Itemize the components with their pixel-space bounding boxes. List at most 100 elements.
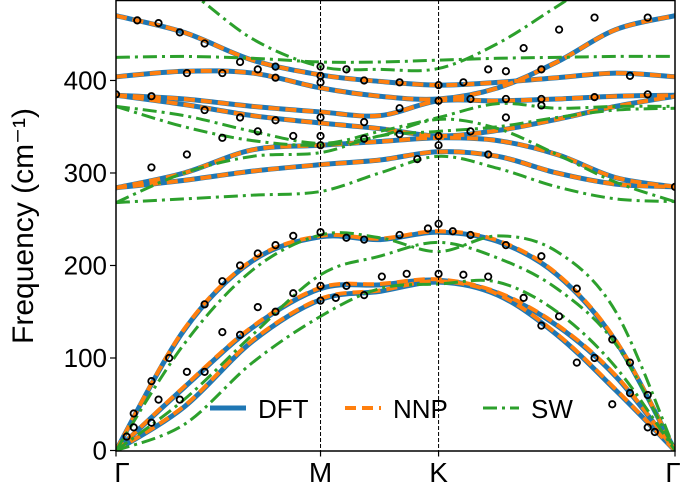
y-tick-label: 200 (64, 250, 107, 280)
scatter-point (182, 367, 191, 376)
legend: DFT NNP SW (210, 394, 573, 424)
scatter-point (289, 231, 298, 240)
legend-label-dft: DFT (258, 394, 309, 424)
scatter-point (316, 62, 325, 71)
scatter-point (235, 261, 245, 270)
plot-frame (115, 0, 676, 452)
scatter-point (147, 163, 156, 172)
nnp-band-1 (116, 229, 675, 451)
scatter-point (154, 395, 163, 404)
scatter-point (643, 90, 652, 99)
scatter-point (316, 281, 325, 290)
bands-layer (116, 0, 675, 451)
scatter-point (271, 116, 280, 125)
scatter-point (625, 358, 635, 367)
x-tick-label: M (309, 457, 332, 486)
scatter-point (271, 307, 280, 316)
scatter-point (608, 335, 617, 344)
scatter-point (650, 427, 659, 437)
scatter-point (395, 130, 404, 139)
scatter-point (360, 235, 369, 244)
scatter-point (402, 269, 411, 278)
scatter-point (235, 330, 245, 339)
scatter-point (434, 131, 443, 141)
scatter-point (235, 57, 245, 67)
scatter-point (316, 131, 325, 141)
scatter-point (377, 272, 386, 281)
scatter-point (519, 293, 528, 302)
y-axis-label: Frequency (cm⁻¹) (7, 108, 40, 344)
scatter-point (331, 293, 340, 302)
scatter-point (165, 353, 174, 363)
scatter-point (182, 68, 191, 78)
scatter-point (395, 230, 404, 240)
scatter-point (643, 13, 652, 22)
scatter-point (129, 423, 138, 432)
scatter-point (289, 131, 298, 141)
nnp-band-5 (116, 13, 675, 102)
scatter-point (342, 281, 351, 290)
scatter-point (360, 118, 369, 127)
sw-band-3 (116, 278, 675, 451)
scatter-point (360, 290, 369, 300)
scatter-point (466, 94, 475, 104)
scatter-point (572, 358, 581, 367)
y-tick-label: 400 (64, 65, 107, 95)
scatter-point (501, 67, 511, 76)
nnp-band-2 (116, 277, 675, 451)
sw-band-4 (198, 0, 570, 73)
legend-label-nnp: NNP (393, 394, 448, 424)
nnp-band-6 (116, 93, 675, 119)
scatter-point (434, 81, 443, 90)
scatter-point (501, 94, 511, 104)
x-tick-label: Γ (665, 457, 680, 486)
scatter-point (147, 377, 156, 386)
scatter-point (434, 219, 443, 228)
scatter-point (200, 39, 209, 48)
scatter-point (643, 423, 652, 432)
scatter-point (434, 96, 443, 105)
scatter-point (218, 68, 227, 78)
scatter-point (200, 300, 209, 309)
scatter-point (175, 28, 184, 37)
nnp-band-7 (116, 93, 675, 138)
scatter-point (519, 44, 528, 53)
y-tick-label: 300 (64, 158, 107, 188)
scatter-point (271, 73, 280, 82)
scatter-point (147, 418, 156, 427)
scatter-point (200, 367, 209, 376)
scatter-point (175, 395, 184, 404)
scatter-point (590, 13, 599, 22)
scatter-point (466, 230, 475, 240)
scatter-point (129, 409, 138, 418)
scatter-point (289, 289, 298, 298)
scatter-point (554, 25, 564, 34)
scatter-point (360, 76, 369, 85)
scatter-point (537, 101, 546, 110)
scatter-point (423, 224, 433, 233)
scatter-point (484, 272, 493, 281)
scatter-point (590, 353, 599, 363)
scatter-point (316, 296, 325, 305)
scatter-point (253, 303, 262, 312)
scatter-point (182, 150, 191, 159)
scatter-point (625, 71, 635, 80)
scatter-point (218, 277, 227, 286)
scatter-point (271, 241, 280, 250)
sw-band-5 (116, 54, 675, 64)
y-axis: 0 100 200 300 400 (64, 65, 116, 466)
scatter-point (395, 104, 404, 113)
scatter-layer (116, 13, 675, 441)
x-tick-label: Γ (114, 457, 129, 486)
scatter-point (316, 113, 325, 122)
x-tick-label: K (429, 457, 448, 486)
nnp-band-9 (116, 149, 675, 190)
scatter-point (459, 270, 468, 279)
scatter-point (253, 127, 262, 136)
scatter-point (537, 321, 546, 330)
scatter-point (316, 228, 325, 237)
scatter-point (342, 233, 351, 242)
scatter-point (643, 390, 652, 400)
